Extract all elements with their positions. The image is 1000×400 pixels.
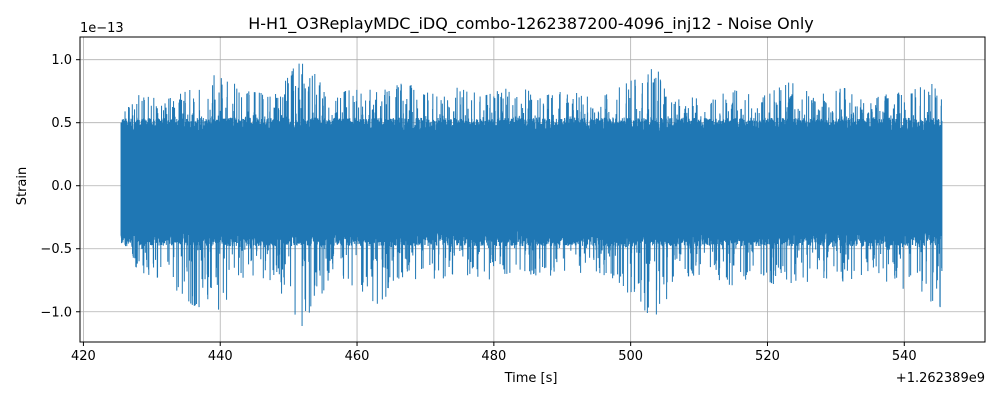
axes-frame: [79, 36, 986, 343]
x-tick-label: 540: [892, 349, 917, 364]
x-tick-label: 520: [755, 349, 780, 364]
x-tick-label: 420: [71, 349, 96, 364]
y-axis-label: Strain: [15, 167, 30, 206]
x-tick-label: 440: [208, 349, 233, 364]
y-tick-label: −0.5: [40, 242, 72, 257]
strain-series-line: [120, 63, 943, 327]
y-scale-label: 1e−13: [80, 21, 124, 36]
y-tick-label: 0.5: [51, 116, 72, 131]
x-tick-label: 460: [345, 349, 370, 364]
x-tick-label: 480: [481, 349, 506, 364]
x-axis-label: Time [s]: [504, 371, 558, 386]
chart-title: H-H1_O3ReplayMDC_iDQ_combo-1262387200-40…: [248, 14, 814, 34]
y-tick-label: 0.0: [51, 179, 72, 194]
y-tick-label: −1.0: [40, 305, 72, 320]
y-tick-label: 1.0: [51, 53, 72, 68]
plot-area: 420 440 460 480 500 520 540 −1.0 −0.5 0.0 0.5 1.0: [40, 36, 986, 364]
x-offset-label: +1.262389e9: [896, 371, 985, 386]
x-tick-label: 500: [618, 349, 643, 364]
